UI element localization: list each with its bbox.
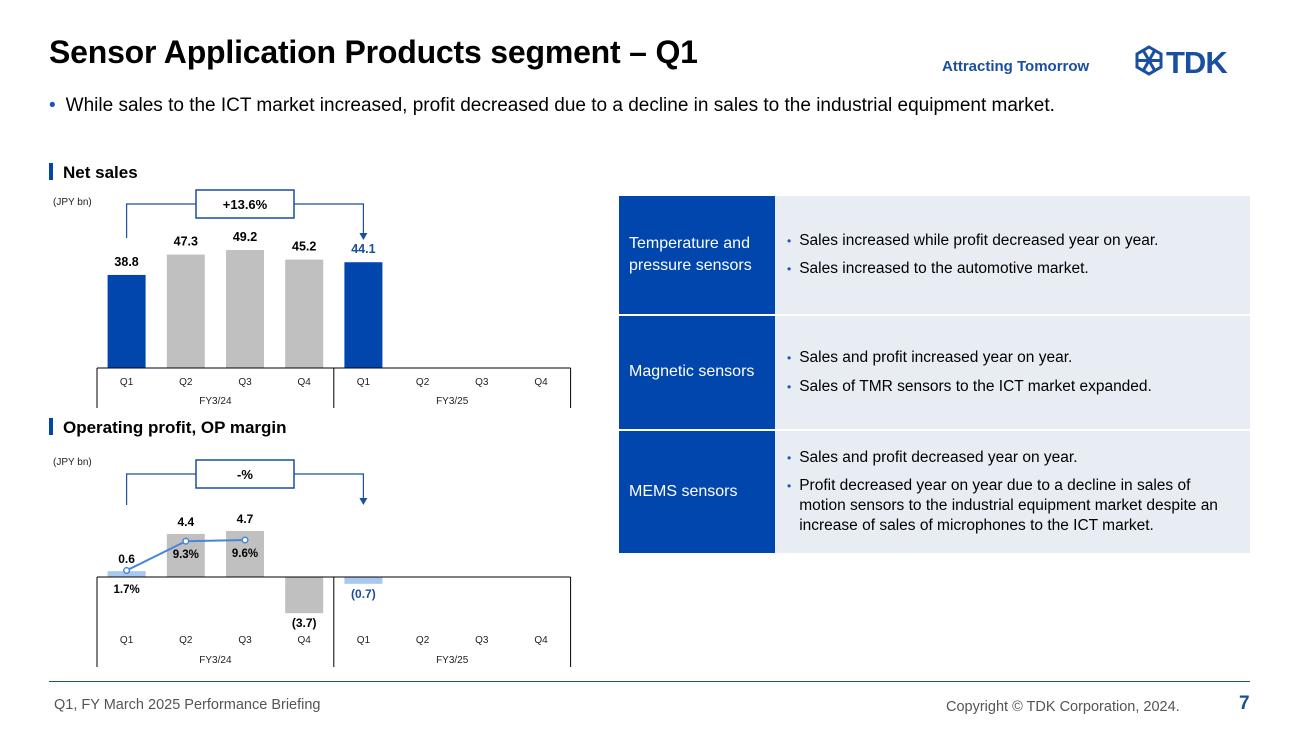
op-margin-point bbox=[123, 566, 131, 575]
tick-label: Q3 bbox=[475, 377, 489, 388]
segment-row-temperature: Temperature and pressure sensors • Sales … bbox=[619, 196, 1250, 314]
group-label: FY3/25 bbox=[436, 396, 469, 407]
heading-marker-icon bbox=[49, 418, 53, 435]
tick-label: Q1 bbox=[357, 377, 371, 388]
tick-label: Q4 bbox=[298, 377, 312, 388]
tick-label: Q3 bbox=[475, 635, 489, 646]
change-label: +13.6% bbox=[223, 197, 268, 212]
op-margin-label: 9.6% bbox=[232, 548, 258, 560]
footer-title: Q1, FY March 2025 Performance Briefing bbox=[54, 697, 321, 713]
summary-text: While sales to the ICT market increased,… bbox=[65, 95, 1055, 116]
tick-label: Q4 bbox=[534, 377, 548, 388]
list-item: • Sales increased to the automotive marke… bbox=[787, 260, 1089, 277]
op-heading: Operating profit, OP margin bbox=[49, 418, 287, 438]
list-item: • Sales increased while profit decreased … bbox=[787, 231, 1159, 249]
tdk-logo: TDK bbox=[1135, 45, 1229, 76]
segment-name: Temperature and pressure sensors bbox=[619, 196, 775, 314]
net-sales-heading: Net sales bbox=[49, 163, 138, 183]
net-sales-chart: 38.8 47.3 49.2 45.2 44.1 Q1 Q2 Q3 Q4 Q1 Q2 Q3 Q4 FY3/… bbox=[53, 189, 572, 408]
data-label: 44.1 bbox=[351, 242, 375, 256]
segment-table: Temperature and pressure sensors • Sales … bbox=[619, 196, 1250, 553]
list-item: • Sales of TMR sensors to the ICT market … bbox=[787, 377, 1152, 395]
tdk-logo-text: TDK bbox=[1166, 45, 1228, 76]
tick-label: Q4 bbox=[298, 635, 312, 646]
footer-divider bbox=[49, 681, 1250, 682]
heading-marker-icon bbox=[49, 163, 53, 180]
arrow-down-icon bbox=[359, 498, 368, 505]
segment-name: MEMS sensors bbox=[619, 431, 775, 553]
tdk-emblem-icon bbox=[1135, 45, 1163, 76]
data-label: 0.6 bbox=[118, 552, 135, 566]
tick-label: Q3 bbox=[238, 635, 252, 646]
bar bbox=[166, 254, 205, 368]
bar bbox=[344, 262, 383, 368]
change-box bbox=[195, 459, 295, 489]
change-label: -% bbox=[237, 467, 253, 482]
data-label: 4.7 bbox=[237, 512, 254, 526]
data-label: 47.3 bbox=[174, 235, 198, 249]
group-label: FY3/24 bbox=[199, 655, 232, 666]
tick-label: Q1 bbox=[120, 377, 134, 388]
segment-description: • Sales and profit increased year on year… bbox=[775, 316, 1250, 429]
page-number: 7 bbox=[1239, 693, 1250, 714]
tick-label: Q2 bbox=[416, 635, 430, 646]
data-label: (3.7) bbox=[292, 616, 317, 630]
bar bbox=[285, 577, 324, 614]
group-label: FY3/24 bbox=[199, 396, 232, 407]
unit-label: (JPY bn) bbox=[53, 197, 92, 208]
op-margin-label: 1.7% bbox=[113, 584, 139, 596]
data-label: 38.8 bbox=[114, 255, 138, 269]
segment-row-magnetic: Magnetic sensors • Sales and profit incre… bbox=[619, 316, 1250, 429]
tick-label: Q2 bbox=[416, 377, 430, 388]
op-chart: 0.6 4.4 4.7 (3.7) (0.7) 1.7% 9.3% 9.6% Q1 Q2 Q3 Q4 Q… bbox=[53, 457, 572, 667]
tagline: Attracting Tomorrow bbox=[942, 58, 1090, 75]
list-item: • Sales and profit decreased year on year… bbox=[787, 448, 1078, 466]
segment-row-mems: MEMS sensors • Sales and profit decreased… bbox=[619, 431, 1250, 553]
bar bbox=[107, 571, 146, 577]
unit-label: (JPY bn) bbox=[53, 457, 92, 468]
tick-label: Q4 bbox=[534, 635, 548, 646]
tick-label: Q2 bbox=[179, 377, 193, 388]
list-item: • Sales and profit increased year on year… bbox=[787, 349, 1073, 367]
data-label: 45.2 bbox=[292, 240, 316, 254]
data-label: 4.4 bbox=[177, 515, 194, 529]
list-item: • Profit decreased year on year due to a … bbox=[787, 476, 1218, 535]
page-title: Sensor Application Products segment – Q1 bbox=[49, 34, 698, 70]
bar bbox=[285, 259, 324, 368]
group-label: FY3/25 bbox=[436, 655, 469, 666]
tick-label: Q1 bbox=[120, 635, 134, 646]
tick-label: Q2 bbox=[179, 635, 193, 646]
tick-label: Q1 bbox=[357, 635, 371, 646]
op-margin-point bbox=[182, 537, 190, 545]
data-label: (0.7) bbox=[351, 587, 376, 601]
data-label: 49.2 bbox=[233, 230, 257, 244]
segment-description: • Sales and profit decreased year on year… bbox=[775, 431, 1250, 553]
arrow-down-icon bbox=[359, 233, 368, 240]
tick-label: Q3 bbox=[238, 377, 252, 388]
summary-bullet: • While sales to the ICT market increased… bbox=[49, 95, 1055, 117]
segment-description: • Sales increased while profit decreased … bbox=[775, 196, 1250, 314]
change-box bbox=[195, 189, 295, 219]
footer-copyright: Copyright © TDK Corporation, 2024. bbox=[946, 699, 1180, 715]
op-margin-label: 9.3% bbox=[173, 549, 199, 561]
op-margin-point bbox=[241, 536, 249, 544]
bar bbox=[344, 577, 383, 584]
segment-name: Magnetic sensors bbox=[619, 316, 775, 429]
bar bbox=[107, 274, 146, 368]
bar bbox=[226, 250, 264, 368]
bullet-dot-icon: • bbox=[49, 95, 56, 116]
